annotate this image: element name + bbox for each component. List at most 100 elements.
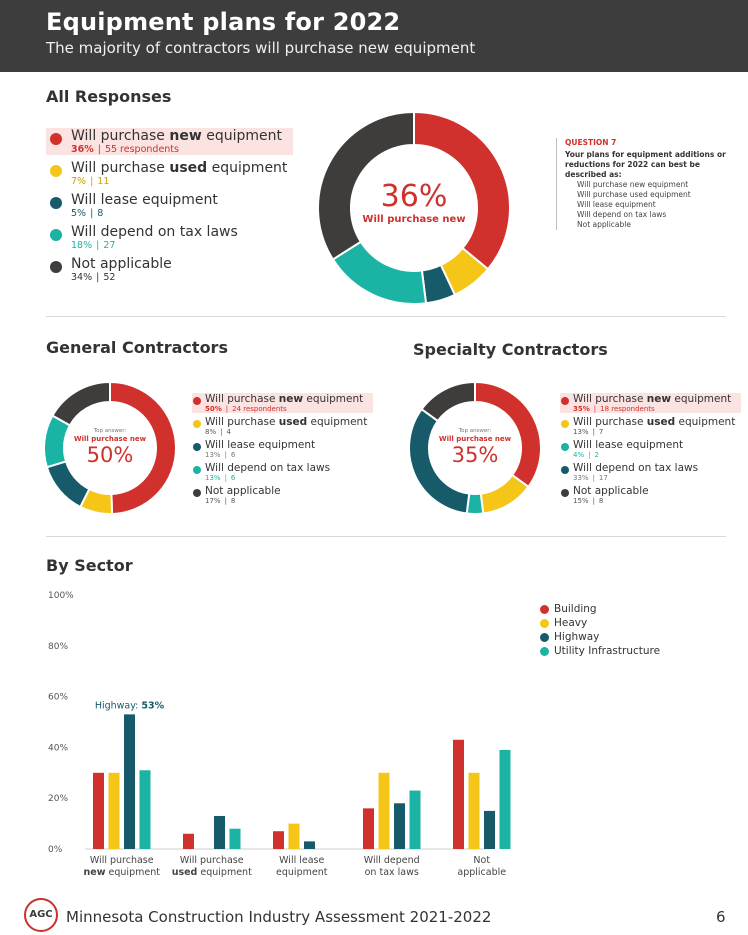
legend-separator: | [90, 208, 94, 219]
highway-annotation: Highway: 53% [95, 700, 165, 711]
legend-label-text: equipment [307, 416, 368, 428]
legend-separator: | [593, 405, 597, 413]
legend-dot-icon [193, 443, 201, 451]
legend-label-text: Will lease equipment [205, 439, 316, 451]
legend-dot-icon [193, 466, 201, 474]
legend-item-tax: Will depend on tax laws 18% | 27 [46, 224, 293, 251]
legend-percent: 4% [573, 451, 585, 459]
donut-slice-used [479, 473, 530, 515]
legend-label-emphasis: used [278, 416, 308, 428]
legend-count: 55 respondents [104, 144, 179, 155]
legend-label: Will lease equipment [573, 439, 735, 451]
x-tick-text: equipment [276, 867, 328, 878]
bar-legend-item: Building [540, 602, 660, 616]
all-donut-center-value: 36% [380, 179, 448, 214]
bar-highway [394, 803, 405, 849]
donut-slice-na [420, 380, 476, 423]
x-tick-label: used equipment [172, 867, 252, 878]
legend-stat: 36% | 55 respondents [64, 144, 287, 155]
legend-percent: 33% [573, 474, 589, 482]
bar-utility-infrastructure [409, 790, 421, 849]
legend-count: 7 [598, 428, 604, 436]
legend-label-text: Will purchase [71, 128, 170, 144]
legend-stat: 13% | 7 [573, 428, 735, 436]
legend-label: Not applicable [64, 256, 287, 272]
x-tick-label: applicable [457, 867, 506, 878]
bar-legend-item: Highway [540, 630, 660, 644]
bar-highway [214, 815, 225, 849]
question-option: Will depend on tax laws [577, 210, 667, 219]
x-tick-text: on tax laws [365, 867, 419, 878]
bar-building [453, 739, 464, 849]
x-tick-label: Not [473, 855, 490, 866]
legend-label-text: equipment [675, 416, 736, 428]
legend-label: Not applicable [573, 485, 735, 497]
legend-stat: 4% | 2 [573, 451, 735, 459]
bar-legend-dot-icon [540, 647, 549, 656]
legend-stat: 18% | 27 [64, 240, 287, 251]
legend-stat: 33% | 17 [573, 474, 735, 482]
bar-building [363, 808, 374, 849]
legend-label-text: equipment [671, 393, 732, 405]
legend-label-emphasis: new [169, 128, 202, 144]
legend-separator: | [96, 272, 100, 283]
legend-label-text: Will depend on tax laws [71, 224, 238, 240]
y-tick-label: 80% [48, 642, 68, 652]
question-7-box: QUESTION 7 Your plans for equipment addi… [556, 138, 736, 230]
all-responses-legend: Will purchase new equipment 36% | 55 respon… [46, 128, 294, 288]
specialty-donut-center-label: Will purchase new [438, 435, 512, 443]
bar-heavy [378, 772, 390, 849]
agc-logo: AGC [24, 898, 58, 932]
donut-slice-na [317, 110, 415, 261]
legend-dot-icon [50, 133, 62, 145]
legend-percent: 13% [573, 428, 589, 436]
bar-legend-label: Building [554, 603, 597, 615]
specialty-donut-center-value: 35% [451, 443, 499, 467]
legend-stat: 17% | 8 [205, 497, 367, 505]
legend-label: Will purchase used equipment [573, 416, 735, 428]
legend-dot-icon [50, 165, 62, 177]
y-tick-label: 0% [48, 845, 63, 855]
legend-stat: 34% | 52 [64, 272, 287, 283]
bar-utility-infrastructure [139, 770, 151, 849]
legend-label: Will purchase new equipment [64, 128, 287, 144]
bar-legend-label: Utility Infrastructure [554, 645, 661, 657]
legend-stat: 5% | 8 [64, 208, 287, 219]
by-sector-title: By Sector [46, 556, 133, 575]
donut-slice-na [51, 380, 111, 427]
bar-building [273, 831, 284, 849]
footer-text: Minnesota Construction Industry Assessme… [66, 908, 492, 926]
page-title: Equipment plans for 2022 [46, 8, 401, 36]
legend-label-text: Not applicable [71, 256, 172, 272]
general-donut-center: Top answer: Will purchase new 50% [60, 428, 160, 467]
legend-item-lease: Will lease equipment 5% | 8 [46, 192, 293, 219]
legend-count: 11 [97, 176, 110, 187]
x-tick-emphasis: used [172, 867, 198, 878]
legend-dot-icon [561, 420, 569, 428]
donut-slice-new [413, 110, 511, 271]
bar-legend-label: Heavy [554, 617, 588, 629]
legend-label-emphasis: used [169, 160, 208, 176]
bar-legend-item: Utility Infrastructure [540, 644, 660, 658]
legend-separator: | [588, 451, 591, 459]
legend-count: 52 [103, 272, 116, 283]
legend-percent: 15% [573, 497, 589, 505]
general-contractors-title: General Contractors [46, 338, 228, 357]
legend-label: Will depend on tax laws [205, 462, 367, 474]
all-responses-donut [317, 110, 511, 305]
bar-highway [124, 714, 135, 849]
all-responses-title: All Responses [46, 87, 172, 106]
specialty-contractors-title: Specialty Contractors [413, 340, 608, 359]
legend-count: 18 respondents [600, 405, 655, 413]
legend-label-emphasis: used [646, 416, 676, 428]
bar-building [93, 772, 104, 849]
agc-logo-text: AGC [29, 909, 53, 920]
legend-separator: | [224, 474, 227, 482]
x-tick-label: Will lease [279, 855, 324, 866]
bar-highway [304, 841, 315, 849]
legend-separator: | [592, 428, 595, 436]
legend-count: 17 [598, 474, 608, 482]
legend-item-tax: Will lease equipment 4% | 2 [560, 439, 741, 459]
legend-count: 8 [230, 497, 236, 505]
all-donut-center-label: Will purchase new [362, 214, 466, 225]
